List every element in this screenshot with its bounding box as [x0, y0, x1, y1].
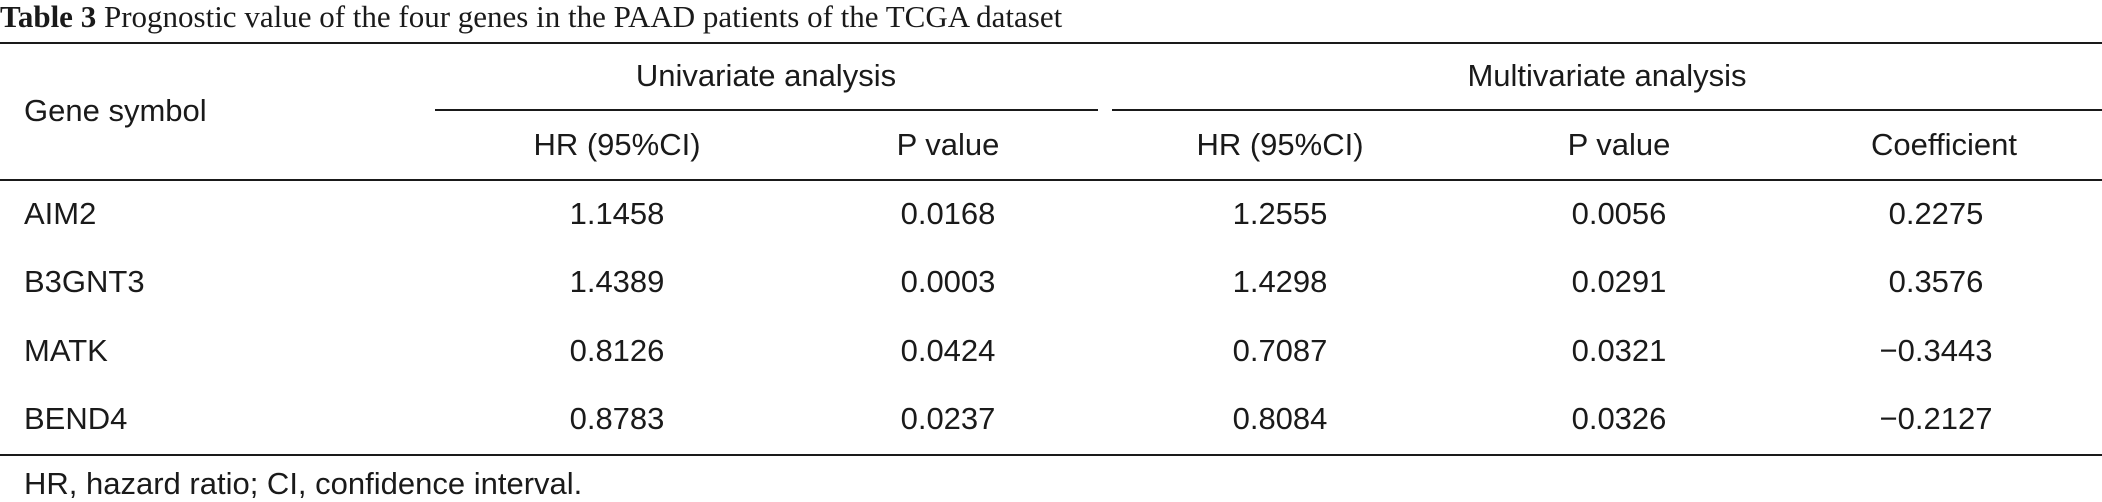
header-multi-hr: HR (95%CI) [1196, 127, 1364, 162]
uni-p-cell: 0.0168 [900, 196, 996, 231]
gene-cell: MATK [24, 333, 108, 368]
table-caption-label: Table 3 [0, 0, 97, 34]
table-caption: Table 3 Prognostic value of the four gen… [0, 0, 1062, 40]
uni-hr-cell: 0.8783 [569, 401, 665, 436]
header-multivariate-analysis: Multivariate analysis [1467, 58, 1747, 93]
uni-hr-cell: 1.1458 [569, 196, 665, 231]
header-bottom-rule [0, 179, 2102, 181]
multi-hr-cell: 0.8084 [1232, 401, 1328, 436]
header-multi-p-value: P value [1567, 127, 1671, 162]
multi-p-cell: 0.0291 [1571, 264, 1667, 299]
uni-hr-cell: 1.4389 [569, 264, 665, 299]
multi-p-cell: 0.0056 [1571, 196, 1667, 231]
coefficient-cell: −0.2127 [1879, 401, 1993, 436]
coefficient-cell: −0.3443 [1879, 333, 1993, 368]
multi-p-cell: 0.0326 [1571, 401, 1667, 436]
univariate-span-rule [435, 109, 1098, 111]
gene-cell: AIM2 [24, 196, 97, 231]
coefficient-cell: 0.2275 [1888, 196, 1984, 231]
multivariate-span-rule [1112, 109, 2102, 111]
coefficient-cell: 0.3576 [1888, 264, 1984, 299]
table-footnote: HR, hazard ratio; CI, confidence interva… [24, 466, 583, 501]
uni-p-cell: 0.0424 [900, 333, 996, 368]
multi-hr-cell: 1.2555 [1232, 196, 1328, 231]
multi-p-cell: 0.0321 [1571, 333, 1667, 368]
header-univariate-analysis: Univariate analysis [635, 58, 897, 93]
multi-hr-cell: 1.4298 [1232, 264, 1328, 299]
uni-p-cell: 0.0237 [900, 401, 996, 436]
table-top-rule [0, 42, 2102, 44]
table-caption-text: Prognostic value of the four genes in th… [103, 0, 1063, 34]
gene-cell: BEND4 [24, 401, 128, 436]
table-bottom-rule [0, 454, 2102, 456]
uni-p-cell: 0.0003 [900, 264, 996, 299]
header-gene-symbol: Gene symbol [24, 93, 207, 128]
multi-hr-cell: 0.7087 [1232, 333, 1328, 368]
header-uni-p-value: P value [896, 127, 1000, 162]
header-uni-hr: HR (95%CI) [533, 127, 701, 162]
gene-cell: B3GNT3 [24, 264, 145, 299]
header-coefficient: Coefficient [1871, 127, 2017, 162]
uni-hr-cell: 0.8126 [569, 333, 665, 368]
